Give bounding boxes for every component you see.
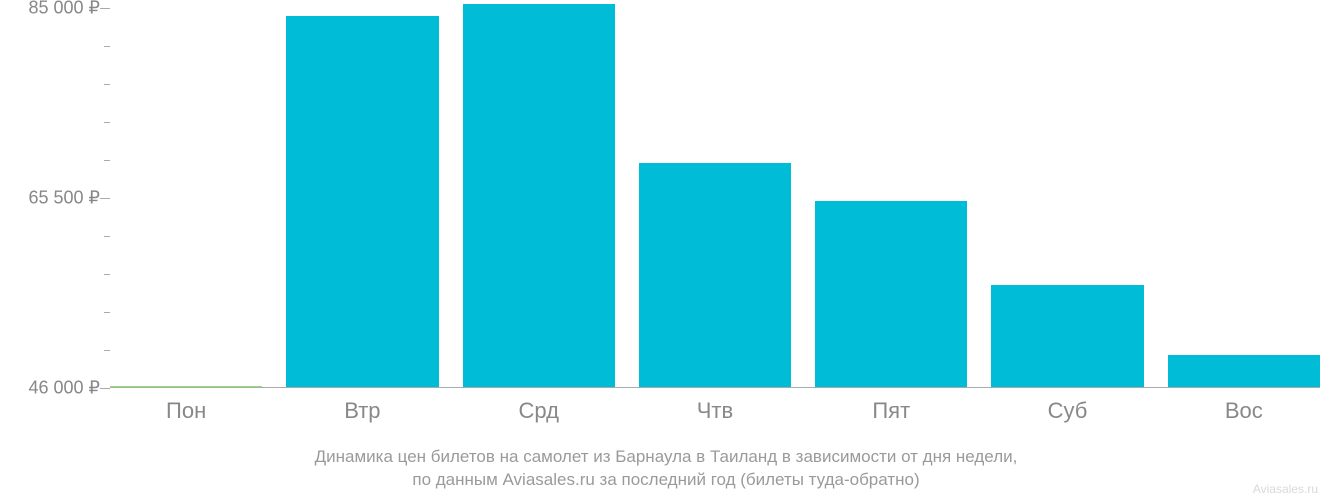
x-label: Вос [1168, 398, 1320, 424]
y-tick-minor [104, 312, 110, 313]
price-by-weekday-chart: 46 000 ₽ 65 500 ₽ 85 000 ₽ Пон Втр Срд Чтв Пят… [0, 0, 1332, 502]
x-label: Пон [110, 398, 262, 424]
bar-Втр [286, 16, 438, 388]
bar-Срд [463, 4, 615, 388]
y-tick-minor [104, 84, 110, 85]
chart-caption-line1: Динамика цен билетов на самолет из Барна… [0, 446, 1332, 469]
y-tick-minor [104, 46, 110, 47]
y-tick-major [100, 198, 110, 199]
y-axis-label: 85 000 ₽ [28, 0, 100, 19]
bar-Чтв [639, 163, 791, 388]
y-tick-minor [104, 350, 110, 351]
x-label: Пят [815, 398, 967, 424]
x-label: Втр [286, 398, 438, 424]
watermark: Aviasales.ru [1253, 482, 1318, 496]
y-tick-minor [104, 122, 110, 123]
y-axis-label: 65 500 ₽ [28, 188, 100, 209]
bar-Вос [1168, 355, 1320, 388]
plot-area [110, 8, 1320, 388]
x-label: Чтв [639, 398, 791, 424]
x-axis-line [110, 387, 1320, 388]
y-tick-minor [104, 236, 110, 237]
bar-Суб [991, 285, 1143, 388]
y-tick-major [100, 388, 110, 389]
x-axis-labels: Пон Втр Срд Чтв Пят Суб Вос [110, 398, 1320, 424]
y-tick-major [100, 8, 110, 9]
bar-Пят [815, 201, 967, 388]
x-label: Суб [991, 398, 1143, 424]
chart-caption-line2: по данным Aviasales.ru за последний год … [0, 469, 1332, 492]
y-tick-minor [104, 274, 110, 275]
x-label: Срд [463, 398, 615, 424]
y-tick-minor [104, 160, 110, 161]
y-axis-label: 46 000 ₽ [28, 378, 100, 399]
bars-container [110, 8, 1320, 388]
